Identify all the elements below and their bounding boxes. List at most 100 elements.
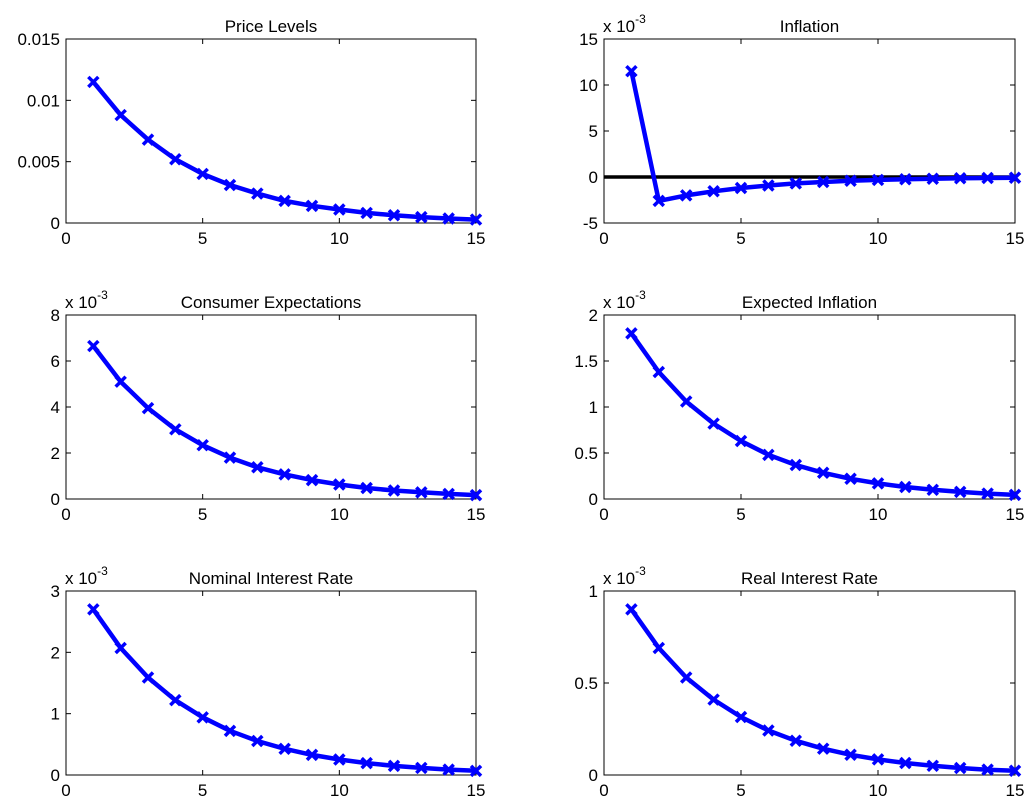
data-point-marker bbox=[953, 485, 967, 499]
y-tick-label: 0 bbox=[51, 766, 60, 785]
x-tick-label: 0 bbox=[599, 781, 608, 800]
data-point-marker bbox=[871, 477, 885, 490]
x-tick-label: 10 bbox=[330, 781, 349, 800]
y-tick-label: -5 bbox=[583, 214, 598, 233]
axis-multiplier: x 10-3 bbox=[603, 564, 646, 588]
data-point-marker bbox=[899, 480, 912, 494]
x-tick-label: 5 bbox=[198, 781, 207, 800]
x-tick-label: 10 bbox=[869, 505, 888, 524]
data-point-marker bbox=[360, 756, 373, 770]
data-point-marker bbox=[169, 693, 182, 707]
data-point-marker bbox=[333, 478, 346, 491]
axis-multiplier: x 10-3 bbox=[65, 564, 108, 588]
data-point-marker bbox=[196, 167, 209, 181]
data-point-marker bbox=[844, 748, 857, 761]
data-point-marker bbox=[844, 174, 857, 188]
data-point-marker bbox=[762, 448, 775, 462]
x-tick-label: 15 bbox=[467, 505, 486, 524]
data-point-marker bbox=[114, 641, 127, 655]
data-point-marker bbox=[679, 189, 693, 202]
chart-title: Real Interest Rate bbox=[741, 569, 878, 588]
data-point-marker bbox=[625, 64, 638, 78]
data-point-marker bbox=[707, 693, 720, 706]
x-tick-label: 15 bbox=[1006, 229, 1025, 248]
data-point-marker bbox=[251, 461, 264, 474]
data-point-marker bbox=[816, 742, 830, 755]
x-tick-label: 5 bbox=[198, 229, 207, 248]
x-tick-label: 5 bbox=[198, 505, 207, 524]
x-tick-label: 5 bbox=[736, 229, 745, 248]
y-tick-label: 15 bbox=[579, 30, 598, 49]
x-tick-label: 10 bbox=[330, 229, 349, 248]
data-point-marker bbox=[114, 375, 127, 388]
data-point-marker bbox=[469, 488, 483, 502]
y-tick-label: 0 bbox=[589, 766, 598, 785]
data-point-marker bbox=[415, 210, 428, 224]
x-tick-label: 10 bbox=[330, 505, 349, 524]
x-tick-label: 15 bbox=[467, 229, 486, 248]
data-point-marker bbox=[169, 152, 182, 166]
chart-title: Nominal Interest Rate bbox=[189, 569, 353, 588]
data-point-marker bbox=[816, 175, 830, 189]
data-point-marker bbox=[679, 395, 693, 408]
chart-title: Inflation bbox=[780, 17, 840, 36]
x-tick-label: 0 bbox=[599, 229, 608, 248]
data-point-marker bbox=[1008, 764, 1022, 778]
y-tick-label: 0.01 bbox=[27, 91, 60, 110]
y-tick-label: 0 bbox=[51, 490, 60, 509]
axes-frame bbox=[65, 38, 477, 224]
y-tick-label: 4 bbox=[51, 398, 60, 417]
axis-multiplier: x 10-3 bbox=[65, 288, 108, 312]
x-tick-label: 15 bbox=[1006, 781, 1025, 800]
data-point-marker bbox=[926, 172, 940, 185]
data-point-marker bbox=[278, 742, 291, 756]
data-point-marker bbox=[953, 172, 967, 185]
data-point-marker bbox=[360, 481, 373, 495]
data-point-marker bbox=[734, 710, 748, 724]
y-tick-label: 1.5 bbox=[574, 352, 598, 371]
data-point-marker bbox=[442, 212, 455, 225]
data-point-marker bbox=[114, 108, 127, 122]
data-point-marker bbox=[469, 764, 483, 778]
axes-frame bbox=[603, 314, 1016, 500]
y-tick-label: 0 bbox=[51, 214, 60, 233]
axis-multiplier: x 10-3 bbox=[603, 288, 646, 312]
y-tick-label: 0.5 bbox=[574, 444, 598, 463]
data-point-marker bbox=[251, 187, 264, 200]
data-point-marker bbox=[734, 181, 748, 195]
data-point-marker bbox=[415, 761, 428, 775]
y-tick-label: 0.5 bbox=[574, 674, 598, 693]
data-point-marker bbox=[871, 753, 885, 766]
data-point-marker bbox=[223, 178, 237, 192]
chart-title: Consumer Expectations bbox=[181, 293, 361, 312]
data-point-marker bbox=[87, 603, 100, 616]
data-point-marker bbox=[789, 458, 803, 472]
y-tick-label: 1 bbox=[589, 582, 598, 601]
axes-frame bbox=[65, 590, 477, 776]
data-point-marker bbox=[899, 756, 912, 770]
subplot-6: 0 5 10 15 0 0.5 1 Real Interest Rate x 10-3 bbox=[574, 564, 1024, 800]
data-point-marker bbox=[789, 734, 803, 748]
data-point-marker bbox=[305, 748, 319, 762]
data-point-marker bbox=[679, 671, 693, 684]
data-point-marker bbox=[223, 724, 237, 738]
x-tick-label: 0 bbox=[599, 505, 608, 524]
chart-title: Price Levels bbox=[225, 17, 318, 36]
data-point-marker bbox=[387, 759, 401, 773]
data-point-marker bbox=[1008, 171, 1022, 184]
data-point-marker bbox=[333, 203, 346, 216]
data-point-marker bbox=[196, 438, 209, 452]
axis-multiplier: x 10-3 bbox=[603, 12, 646, 36]
data-point-marker bbox=[926, 483, 940, 497]
subplot-5: 0 5 10 15 0 1 2 3 Nominal Interest Rate x 10-3 bbox=[51, 564, 486, 800]
data-point-marker bbox=[87, 75, 100, 89]
data-point-marker bbox=[1008, 488, 1022, 502]
data-point-marker bbox=[762, 724, 775, 737]
data-point-marker bbox=[442, 763, 455, 776]
x-tick-label: 0 bbox=[61, 505, 70, 524]
data-point-marker bbox=[652, 194, 666, 208]
data-point-marker bbox=[141, 671, 155, 684]
x-tick-label: 0 bbox=[61, 781, 70, 800]
data-point-marker bbox=[387, 209, 401, 222]
data-point-marker bbox=[625, 327, 638, 340]
